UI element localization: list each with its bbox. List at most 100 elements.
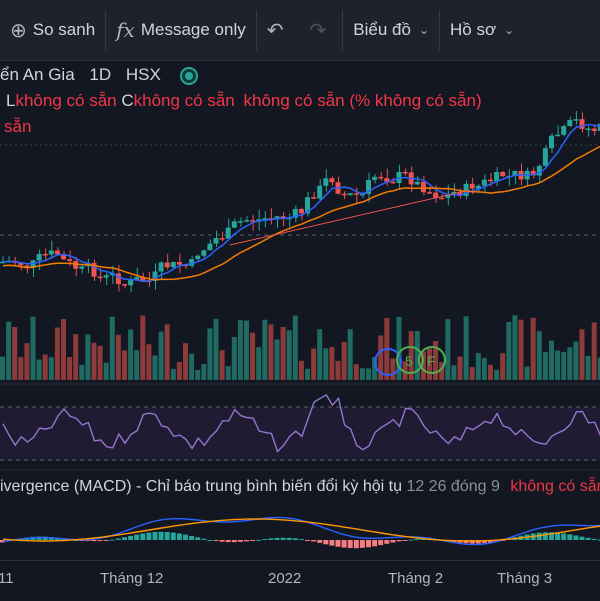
volume-bar [347, 329, 353, 380]
volume-bar [549, 340, 554, 380]
candle [262, 218, 268, 220]
volume-bar [305, 368, 310, 380]
time-axis-label: Tháng 3 [497, 570, 553, 587]
time-axis-label: 2022 [268, 570, 302, 587]
candle [128, 280, 134, 286]
candle [512, 170, 518, 176]
volume-bar [366, 368, 371, 380]
candle [573, 119, 579, 121]
candle [103, 275, 109, 278]
macd-bar [140, 533, 146, 540]
volume-bar [237, 320, 243, 380]
candle [231, 221, 237, 228]
volume-bar [597, 357, 600, 380]
macd-bar [420, 538, 426, 540]
ohlc-low-value: không có sẵn [15, 91, 117, 110]
volume-bar [311, 348, 317, 380]
candle [61, 254, 66, 260]
macd-bar [372, 540, 378, 547]
indicators-label: Message only [140, 20, 246, 39]
candle [164, 262, 170, 268]
volume-bar [488, 364, 493, 380]
macd-bar [115, 538, 121, 540]
redo-button[interactable]: ↷ [300, 8, 343, 52]
candle [567, 120, 573, 127]
volume-bar [219, 350, 225, 380]
candle [494, 171, 500, 182]
volume-bar [244, 320, 249, 380]
undo-button[interactable]: ↶ [257, 8, 300, 52]
macd-bar [152, 532, 158, 540]
macd-bar [219, 540, 225, 542]
macd-bar [384, 540, 390, 544]
macd-params: 12 26 đóng 9 [406, 478, 500, 495]
volume-bar [317, 329, 323, 380]
candle [18, 262, 24, 266]
candle [555, 134, 561, 137]
candle [97, 276, 103, 279]
market-status-icon[interactable] [179, 66, 198, 85]
time-axis-label: Tháng 12 [100, 570, 164, 587]
compare-button[interactable]: ⊕ So sanh [0, 8, 105, 52]
volume-bar [274, 339, 280, 380]
candle [219, 238, 225, 240]
candle [396, 171, 402, 184]
macd-bar [97, 540, 103, 541]
candle [530, 170, 536, 176]
candle [579, 119, 585, 129]
macd-bar [366, 540, 371, 548]
indicators-button[interactable]: fx Message only [106, 8, 256, 52]
symbol-interval[interactable]: 1D [89, 65, 112, 84]
candle [244, 220, 249, 222]
chevron-down-icon: ⌄ [504, 23, 515, 37]
volume-bar [439, 362, 445, 380]
volume-bar [445, 319, 451, 380]
volume-bar [36, 359, 42, 380]
candle [347, 193, 353, 196]
event-marker-icon [396, 346, 424, 374]
volume-bar [164, 324, 170, 380]
volume-bar [457, 356, 463, 380]
candle [463, 183, 469, 196]
candle [292, 209, 298, 218]
volume-bar [54, 327, 60, 380]
volume-bar [152, 355, 158, 380]
macd-bar [158, 531, 164, 540]
profile-button[interactable]: Hồ sơ ⌄ [440, 8, 524, 52]
macd-bar [597, 539, 600, 541]
volume-bar [298, 360, 304, 380]
event-marker-icon [418, 346, 446, 374]
macd-bar [311, 540, 317, 542]
macd-bar [225, 540, 231, 543]
macd-bar [128, 535, 134, 540]
candle [481, 179, 487, 186]
macd-bar [280, 537, 286, 540]
volume-bar [183, 343, 188, 380]
candle [378, 176, 384, 179]
macd-bar [573, 535, 579, 540]
volume-bar [512, 315, 518, 380]
candle [488, 179, 493, 182]
candle [384, 178, 390, 182]
volume-bar [195, 369, 201, 380]
event-label: F [427, 353, 436, 369]
macd-legend[interactable]: ivergence (MACD) - Chỉ báo trung bình bi… [0, 478, 600, 496]
volume-bar [170, 368, 176, 380]
macd-bar [73, 539, 79, 541]
macd-bar [207, 539, 213, 541]
candle [469, 183, 475, 189]
volume-bar [579, 329, 585, 380]
candle [189, 259, 195, 266]
macd-bar [359, 540, 365, 548]
volume-bar [225, 366, 231, 380]
time-axis[interactable]: 11 Tháng 12 2022 Tháng 2 Tháng 3 [0, 560, 600, 601]
candle [48, 250, 54, 255]
volume-bar [262, 319, 268, 380]
volume-bar [323, 348, 329, 380]
volume-bar [122, 350, 127, 380]
volume-bar [231, 336, 237, 380]
volume-bar [128, 329, 134, 380]
volume-bar [494, 369, 500, 380]
chart-type-button[interactable]: Biểu đồ ⌄ [343, 8, 439, 52]
